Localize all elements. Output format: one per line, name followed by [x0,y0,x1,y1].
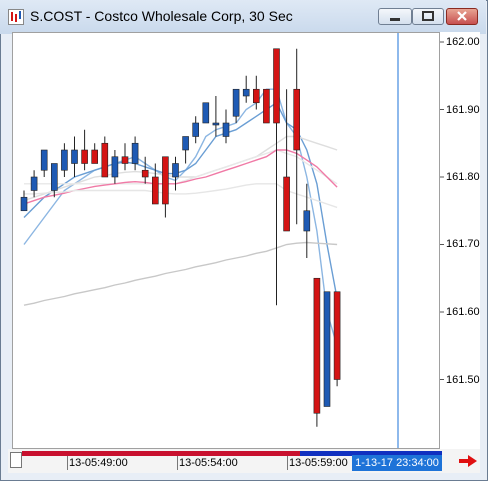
maximize-button[interactable] [412,8,444,25]
minimize-icon [390,18,400,21]
indicator-line [23,101,338,299]
y-tick-label: 161.60 [446,306,480,318]
candle-down [152,176,159,205]
candle-down [293,88,301,151]
candle-down [141,169,149,178]
candle-up [232,88,240,117]
y-tick-label: 162.00 [446,36,480,48]
candle-down [162,156,169,205]
candle-up [61,149,68,171]
candle-up [303,210,311,232]
y-tick-label: 161.80 [446,171,480,183]
indicator-line [23,88,338,346]
candle-up [212,122,220,126]
cursor-time-label: 1-13-17 23:34:00 [352,455,442,471]
candle-up [172,163,179,178]
x-tick-mark [177,456,178,470]
y-tick-label: 161.70 [446,238,480,250]
candle-down [121,156,129,164]
scroll-right-arrow-icon[interactable] [458,454,478,468]
candle-up [111,156,119,178]
scroll-track[interactable] [22,451,442,456]
plot-area[interactable] [12,32,440,449]
window-title: S.COST - Costco Wholesale Corp, 30 Sec [30,8,293,24]
x-tick-label: 13-05:49:00 [69,457,128,469]
candle-up [242,88,250,97]
y-tick-label: 161.90 [446,104,480,116]
candle-down [313,277,321,414]
candle-down [101,142,109,178]
close-icon [457,11,467,21]
x-tick-label: 13-05:54:00 [179,457,238,469]
scroll-handle[interactable] [10,452,22,468]
candle-up [131,142,139,164]
maximize-icon [422,11,434,21]
indicator-line [23,241,338,306]
scroll-track-visible-range[interactable] [300,451,442,456]
candle-up [71,149,78,164]
candle-up [20,196,28,212]
candle-up [222,122,230,137]
chart-app-icon [8,9,24,25]
minimize-button[interactable] [378,8,412,25]
candle-down [81,149,88,164]
candle-up [202,102,210,124]
x-tick-mark [287,456,288,470]
candle-down [273,48,280,124]
x-tick-label: 13-05:59:00 [289,457,348,469]
y-tick-label: 161.50 [446,374,480,386]
candle-down [91,149,98,164]
candle-up [50,163,58,191]
title-bar[interactable]: S.COST - Costco Wholesale Corp, 30 Sec [0,0,486,34]
price-axis [440,32,480,449]
close-button[interactable] [446,8,478,25]
candle-up [30,176,38,191]
candle-up [182,136,189,151]
x-tick-mark [67,456,68,470]
candle-up [192,122,199,137]
candle-up [40,149,48,171]
indicator-line [24,183,338,209]
candle-down [333,291,341,380]
candle-down [263,88,270,124]
candle-up [323,291,331,407]
candle-down [253,88,260,104]
candle-down [283,176,290,232]
